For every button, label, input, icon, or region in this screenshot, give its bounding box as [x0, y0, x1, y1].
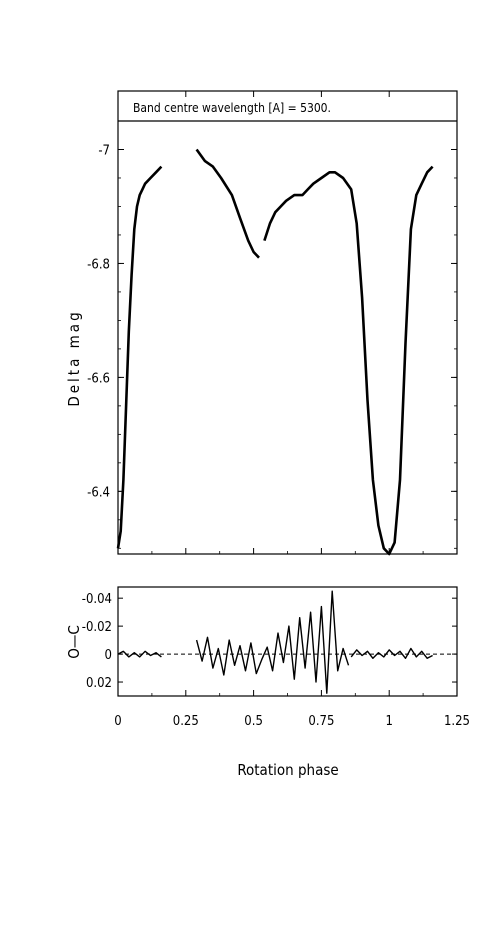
- residuals-plot-frame: [117, 586, 458, 697]
- x-tick-label: 0: [114, 714, 121, 729]
- residuals-y-label: O—C: [65, 625, 83, 659]
- residuals-series: [117, 590, 433, 694]
- residuals-x-ticks: 0 0.25 0.5 0.75 1 1.25: [114, 690, 470, 729]
- chart-title: Band centre wavelength [A] = 5300.: [133, 101, 331, 115]
- residuals-y-ticks: -0.04 -0.02 0 0.02: [82, 592, 457, 691]
- y-axis-label: Delta mag: [65, 309, 83, 406]
- x-tick-label: 0.5: [244, 714, 263, 729]
- resid-y-tick-label: 0: [105, 648, 112, 663]
- residual-segment-2: [195, 590, 350, 694]
- x-tick-label: 0.75: [308, 714, 334, 729]
- light-curve-segment-3: [263, 165, 434, 556]
- resid-y-tick-label: -0.04: [82, 592, 112, 607]
- main-y-tick-label: -7: [98, 143, 110, 158]
- main-y-tick-label: -6.4: [87, 485, 110, 500]
- residual-segment-3: [350, 647, 433, 659]
- main-panel: Band centre wavelength [A] = 5300. -7 -6.…: [65, 90, 458, 556]
- residuals-panel: -0.04 -0.02 0 0.02 0 0.25 0.5 0.75 1 1.25 O—C Ro…: [65, 586, 470, 779]
- x-axis-label: Rotation phase: [237, 761, 338, 779]
- x-tick-label: 1: [385, 714, 392, 729]
- light-curve-segment-2: [195, 148, 260, 259]
- light-curve-segment-1: [116, 165, 163, 549]
- main-y-tick-label: -6.6: [87, 371, 110, 386]
- residual-segment-1: [117, 650, 162, 658]
- resid-y-tick-label: 0.02: [86, 676, 112, 691]
- main-series: [116, 148, 434, 556]
- x-tick-label: 0.25: [173, 714, 199, 729]
- main-y-tick-label: -6.8: [87, 257, 110, 272]
- x-tick-label: 1.25: [444, 714, 470, 729]
- main-y-ticks: -7 -6.8 -6.6 -6.4: [87, 120, 457, 549]
- resid-y-tick-label: -0.02: [82, 620, 112, 635]
